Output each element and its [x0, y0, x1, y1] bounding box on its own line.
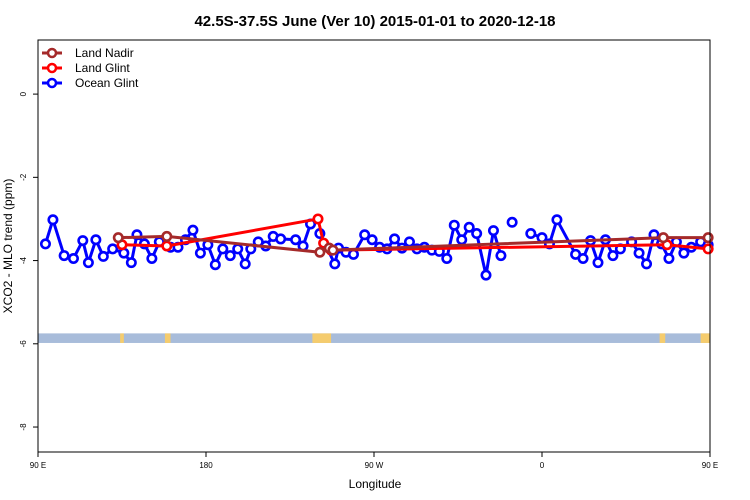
x-tick-label: 90 E	[30, 461, 46, 470]
data-point	[217, 243, 229, 255]
data-point	[90, 234, 102, 246]
data-point	[663, 252, 675, 264]
data-point	[471, 228, 483, 240]
x-tick-label: 90 E	[702, 461, 718, 470]
data-point	[506, 216, 518, 228]
land-span	[700, 333, 710, 343]
legend-label-land-glint: Land Glint	[75, 61, 130, 75]
x-axis: 90 E 180 90 W 0 90 E	[30, 452, 718, 470]
data-point	[161, 240, 173, 252]
data-point	[536, 232, 548, 244]
data-point	[633, 247, 645, 259]
data-point	[194, 247, 206, 259]
chart-title: 42.5S-37.5S June (Ver 10) 2015-01-01 to …	[194, 13, 555, 30]
x-tick-label: 90 W	[365, 461, 384, 470]
data-point	[456, 234, 468, 246]
data-point	[441, 252, 453, 264]
x-tick-label: 0	[540, 461, 545, 470]
data-point	[678, 247, 690, 259]
ocean-band	[38, 333, 710, 343]
data-point	[347, 248, 359, 260]
x-axis-label: Longitude	[349, 477, 402, 491]
data-point	[702, 243, 714, 255]
data-point	[577, 252, 589, 264]
data-point	[657, 232, 669, 244]
data-point	[275, 233, 287, 245]
data-point	[463, 221, 475, 233]
data-point	[39, 238, 51, 250]
data-point	[224, 250, 236, 262]
data-point	[525, 228, 537, 240]
data-point	[327, 244, 339, 256]
data-point	[487, 225, 499, 237]
data-point	[125, 257, 137, 269]
data-point	[290, 234, 302, 246]
data-point	[495, 250, 507, 262]
x-tick-label: 180	[199, 461, 213, 470]
land-span	[120, 333, 124, 343]
data-point	[551, 214, 563, 226]
y-tick-label: -4	[19, 256, 28, 264]
data-point	[232, 243, 244, 255]
data-point	[641, 258, 653, 270]
y-tick-label: -6	[19, 340, 28, 348]
data-point	[82, 257, 94, 269]
data-point	[187, 224, 199, 236]
legend-item-land-glint: Land Glint	[42, 61, 130, 75]
series-layer	[39, 213, 714, 281]
land-span	[659, 333, 666, 343]
data-point	[314, 246, 326, 258]
data-point	[146, 252, 158, 264]
data-point	[77, 235, 89, 247]
legend: Land Nadir Land Glint Ocean Glint	[42, 46, 139, 90]
data-point	[403, 236, 415, 248]
y-axis: 0 -2 -4 -6 -8	[19, 91, 38, 431]
legend-label-ocean-glint: Ocean Glint	[75, 76, 139, 90]
land-span	[312, 333, 332, 343]
data-point	[161, 230, 173, 242]
y-tick-label: -2	[19, 173, 28, 181]
data-point	[366, 234, 378, 246]
data-point	[112, 232, 124, 244]
data-point	[592, 257, 604, 269]
land-span	[164, 333, 171, 343]
legend-item-ocean-glint: Ocean Glint	[42, 76, 139, 90]
data-point	[47, 214, 59, 226]
data-point	[67, 252, 79, 264]
data-point	[107, 243, 119, 255]
legend-label-land-nadir: Land Nadir	[75, 46, 134, 60]
data-point	[97, 250, 109, 262]
data-point	[312, 213, 324, 225]
series-0	[112, 230, 714, 258]
data-point	[480, 269, 492, 281]
data-point	[239, 258, 251, 270]
y-axis-label: XCO2 - MLO trend (ppm)	[1, 179, 15, 314]
y-tick-label: 0	[19, 91, 28, 96]
y-tick-label: -8	[19, 423, 28, 431]
legend-item-land-nadir: Land Nadir	[42, 46, 134, 60]
data-point	[448, 219, 460, 231]
data-point	[209, 259, 221, 271]
data-point	[359, 229, 371, 241]
data-point	[607, 250, 619, 262]
data-point	[329, 258, 341, 270]
data-point	[58, 250, 70, 262]
land-ocean-bar	[38, 333, 710, 343]
data-point	[702, 232, 714, 244]
data-point	[389, 233, 401, 245]
